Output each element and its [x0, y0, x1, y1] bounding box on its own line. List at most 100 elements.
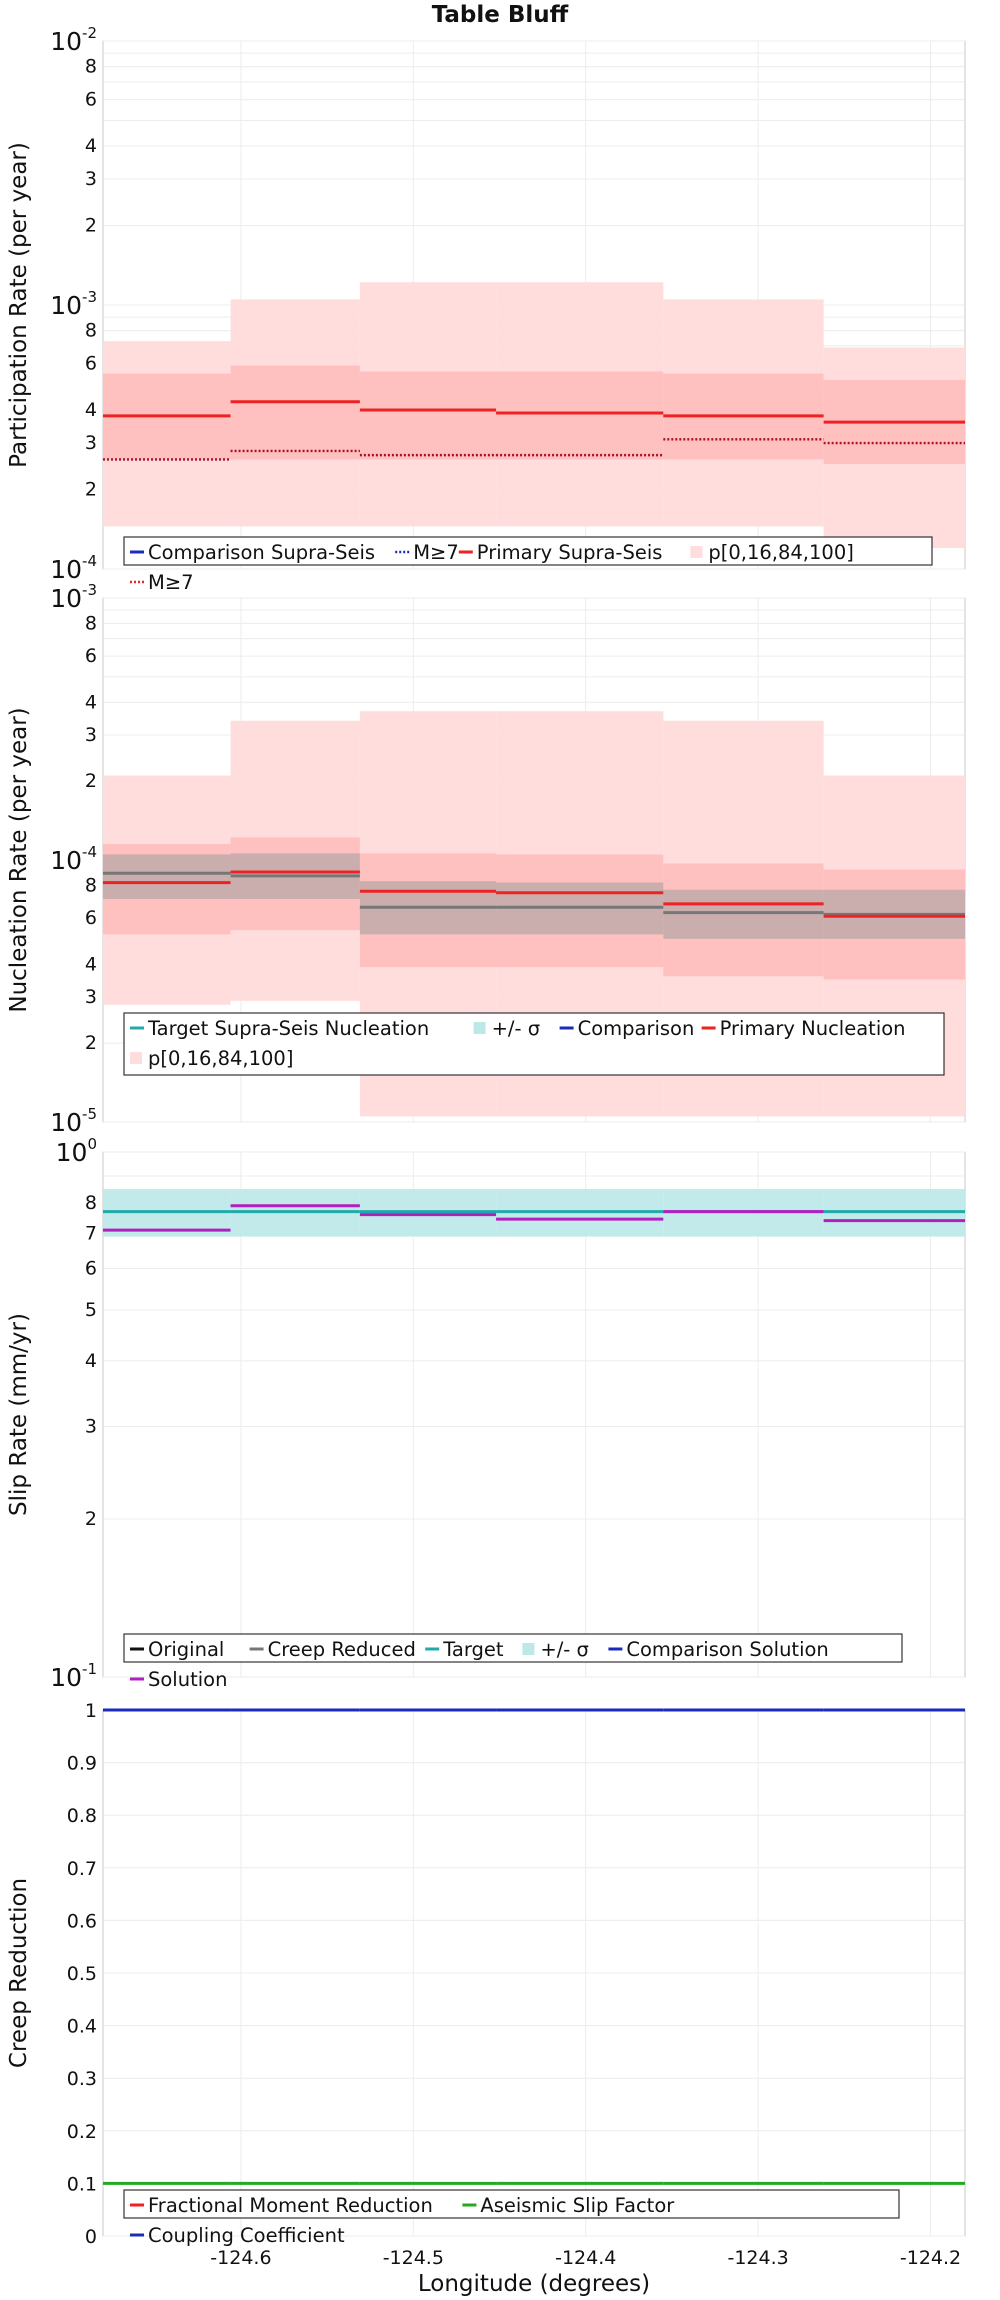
- y-tick-label: 6: [85, 645, 97, 667]
- band-inner: [496, 371, 664, 460]
- tick-mantissa: 10: [50, 584, 82, 613]
- y-tick-label-major: 10-3: [50, 581, 97, 613]
- y-axis-label: Creep Reduction: [6, 1878, 32, 2068]
- tick-mantissa: 10: [50, 1663, 82, 1692]
- x-tick-label: -124.6: [210, 2247, 271, 2269]
- x-tick-label: -124.4: [555, 2247, 616, 2269]
- plot-area: [102, 1151, 966, 1678]
- legend: [123, 2189, 900, 2219]
- y-tick-label: 0.7: [67, 1858, 97, 1880]
- legend-label: Coupling Coefficient: [148, 2224, 345, 2247]
- y-tick-label: 3: [85, 724, 97, 746]
- legend-label: Original: [148, 1638, 224, 1661]
- tick-exponent: -1: [82, 1660, 97, 1678]
- legend-swatch: [473, 1022, 486, 1034]
- y-tick-label: 6: [85, 89, 97, 111]
- y-tick-label: 4: [85, 953, 97, 975]
- tick-mantissa: 10: [50, 291, 82, 320]
- y-axis-label: Slip Rate (mm/yr): [6, 1313, 32, 1516]
- y-axis-label: Nucleation Rate (per year): [6, 707, 32, 1012]
- y-tick-label: 4: [85, 399, 97, 421]
- band-gray: [103, 854, 231, 899]
- y-tick-label: 4: [85, 1350, 97, 1372]
- legend-swatch: [690, 546, 703, 558]
- x-tick-label: -124.5: [383, 2247, 444, 2269]
- y-tick-label: 0.5: [67, 1963, 97, 1985]
- legend-swatch: [130, 1052, 142, 1064]
- y-tick-label-major: 10-4: [50, 552, 97, 584]
- y-tick-label: 3: [85, 986, 97, 1008]
- legend-label: +/- σ: [492, 1017, 541, 1040]
- y-tick-label: 8: [85, 320, 97, 342]
- tick-exponent: -4: [82, 552, 97, 570]
- legend-label: Target: [442, 1638, 504, 1661]
- x-tick-label: -124.3: [727, 2247, 788, 2269]
- legend-label: Comparison Supra-Seis: [148, 541, 375, 564]
- y-tick-label: 0.3: [67, 2068, 97, 2090]
- y-tick-label: 6: [85, 907, 97, 929]
- y-tick-label: 3: [85, 1416, 97, 1438]
- y-tick-label: 6: [85, 1257, 97, 1279]
- legend-label: Aseismic Slip Factor: [480, 2194, 675, 2217]
- y-tick-label: 0.6: [67, 1910, 97, 1932]
- y-tick-label: 2: [85, 479, 97, 501]
- y-tick-label-major: 10-4: [50, 843, 97, 875]
- y-tick-label-major: 10-1: [50, 1660, 97, 1692]
- y-tick-label: 2: [85, 1508, 97, 1530]
- y-tick-label: 2: [85, 215, 97, 237]
- y-tick-label: 0.2: [67, 2121, 97, 2143]
- legend-label: Fractional Moment Reduction: [148, 2194, 433, 2217]
- y-tick-label: 4: [85, 691, 97, 713]
- y-axis-label: Participation Rate (per year): [6, 142, 32, 468]
- band-inner: [230, 365, 360, 460]
- legend-swatch: [522, 1643, 535, 1655]
- tick-exponent: 0: [87, 1135, 97, 1153]
- y-tick-label-major: 100: [56, 1135, 97, 1167]
- band-gray: [663, 889, 824, 939]
- legend: [123, 536, 933, 566]
- tick-exponent: -4: [82, 843, 97, 861]
- legend-label: p[0,16,84,100]: [148, 1047, 293, 1070]
- y-tick-label: 3: [85, 168, 97, 190]
- tick-mantissa: 10: [50, 27, 82, 56]
- tick-exponent: -3: [82, 581, 97, 599]
- y-tick-label: 7: [85, 1222, 97, 1244]
- y-tick-label-major: 10-3: [50, 288, 97, 320]
- band-inner: [359, 371, 497, 460]
- legend-label: Primary Supra-Seis: [477, 541, 663, 564]
- legend-label: Solution: [148, 1668, 227, 1691]
- y-tick-label: 2: [85, 1032, 97, 1054]
- tick-exponent: -2: [82, 24, 97, 42]
- y-tick-label: 0.1: [67, 2173, 97, 2195]
- y-tick-label: 2: [85, 770, 97, 792]
- y-tick-label: 1: [85, 1700, 97, 1722]
- tick-mantissa: 10: [50, 846, 82, 875]
- legend-label: M≥7: [413, 541, 459, 564]
- legend-label: Target Supra-Seis Nucleation: [147, 1017, 429, 1040]
- tick-exponent: -3: [82, 288, 97, 306]
- y-tick-label-major: 10-5: [50, 1105, 97, 1137]
- y-tick-label: 8: [85, 1192, 97, 1214]
- tick-exponent: -5: [82, 1105, 97, 1123]
- x-axis-label: Longitude (degrees): [418, 2271, 650, 2297]
- chart-title: Table Bluff: [432, 2, 569, 28]
- y-tick-label: 3: [85, 432, 97, 454]
- x-tick-label: -124.2: [900, 2247, 961, 2269]
- y-tick-label: 8: [85, 56, 97, 78]
- y-tick-label: 8: [85, 612, 97, 634]
- y-tick-label-major: 10-2: [50, 24, 97, 56]
- panel-4: 0 0.1 0.2 0.3 0.4 0.5 0.6 0.7 0.8 0.9 1 -124.6 -124.…: [6, 1700, 966, 2269]
- legend-label: Comparison Solution: [626, 1638, 828, 1661]
- legend-label: +/- σ: [540, 1638, 589, 1661]
- y-tick-label: 0.8: [67, 1805, 97, 1827]
- y-tick-label: 0.4: [67, 2016, 97, 2038]
- legend-label: p[0,16,84,100]: [708, 541, 853, 564]
- y-tick-label: 0: [85, 2226, 97, 2248]
- legend-label: Comparison: [578, 1017, 695, 1040]
- legend-label: Primary Nucleation: [720, 1017, 906, 1040]
- y-tick-label: 8: [85, 874, 97, 896]
- y-tick-label: 0.9: [67, 1753, 97, 1775]
- y-tick-label: 4: [85, 135, 97, 157]
